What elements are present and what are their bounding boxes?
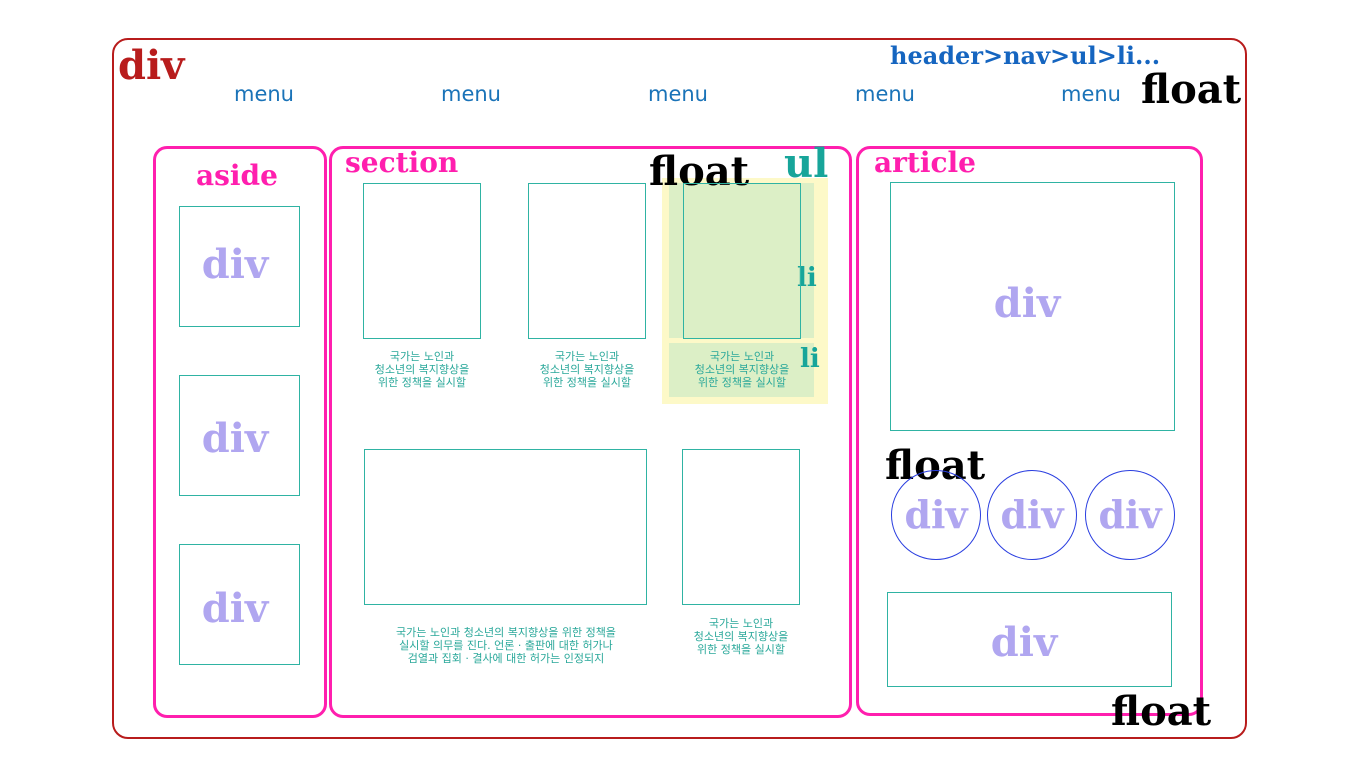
aside-label: aside <box>196 159 278 192</box>
section-box <box>329 146 852 718</box>
section-item-caption-3: 국가는 노인과 청소년의 복지향상을 위한 정책을 실시할 <box>694 350 790 389</box>
li-highlight-2 <box>669 343 814 397</box>
section-item-box-2 <box>528 183 646 339</box>
outer-div-label: div <box>118 42 185 89</box>
li-label-1: li <box>797 263 817 293</box>
menu-item-4[interactable]: menu <box>855 82 915 106</box>
li-highlight-1 <box>669 183 814 338</box>
section-item-caption-2: 국가는 노인과 청소년의 복지향상을 위한 정책을 실시할 <box>539 350 635 389</box>
section-item-box-1 <box>363 183 481 339</box>
aside-div-box-1 <box>179 206 300 327</box>
aside-div-label-1: div <box>201 241 269 288</box>
menu-item-1[interactable]: menu <box>234 82 294 106</box>
menu-item-5[interactable]: menu <box>1061 82 1121 106</box>
article-bottom-label: div <box>990 619 1058 666</box>
float-label-bottom: float <box>1111 688 1212 735</box>
section-wide-box <box>364 449 647 605</box>
float-label-section: float <box>649 148 750 195</box>
article-circle-label-2: div <box>1000 492 1064 537</box>
aside-div-box-2 <box>179 375 300 496</box>
float-label-header: float <box>1141 66 1242 113</box>
article-circle-2: div <box>987 470 1077 560</box>
section-wide-caption: 국가는 노인과 청소년의 복지향상을 위한 정책을 실시할 의무를 진다. 언론… <box>396 626 616 665</box>
aside-box <box>153 146 327 718</box>
li-label-2: li <box>800 344 820 374</box>
article-circle-label-3: div <box>1098 492 1162 537</box>
section-item-caption-1: 국가는 노인과 청소년의 복지향상을 위한 정책을 실시할 <box>374 350 470 389</box>
article-circle-3: div <box>1085 470 1175 560</box>
article-label: article <box>874 146 976 179</box>
article-circle-label-1: div <box>904 492 968 537</box>
section-item-box-5 <box>682 449 800 605</box>
article-main-box <box>890 182 1175 431</box>
outer-div-frame <box>112 38 1247 739</box>
section-item-caption-5: 국가는 노인과 청소년의 복지향상을 위한 정책을 실시할 <box>693 617 789 656</box>
section-label: section <box>345 146 459 179</box>
aside-div-label-2: div <box>201 415 269 462</box>
article-box <box>856 146 1203 716</box>
aside-div-label-3: div <box>201 585 269 632</box>
aside-div-box-3 <box>179 544 300 665</box>
article-bottom-box <box>887 592 1172 687</box>
ul-label: ul <box>784 140 829 187</box>
article-main-label: div <box>993 280 1061 327</box>
section-item-box-3 <box>683 183 801 339</box>
menu-item-2[interactable]: menu <box>441 82 501 106</box>
header-nav-label: header>nav>ul>li... <box>890 41 1161 70</box>
article-circle-1: div <box>891 470 981 560</box>
menu-item-3[interactable]: menu <box>648 82 708 106</box>
